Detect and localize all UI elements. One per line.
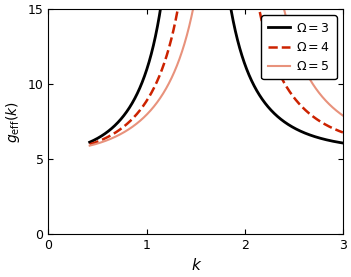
$\Omega = 4$ (333, 128, 338, 131)
$\Omega = 3$ (341, 141, 345, 145)
Y-axis label: $g_{\mathrm{eff}}(k)$: $g_{\mathrm{eff}}(k)$ (4, 101, 22, 143)
$\Omega = 3$ (333, 140, 338, 143)
$\Omega = 3$ (287, 124, 291, 127)
Line: $\Omega = 4$: $\Omega = 4$ (90, 0, 343, 144)
$\Omega = 4$ (333, 128, 338, 131)
$\Omega = 4$ (341, 131, 345, 134)
$\Omega = 4$ (100, 138, 105, 141)
$\Omega = 5$ (100, 140, 105, 143)
$\Omega = 3$ (333, 140, 338, 143)
$\Omega = 3$ (87, 140, 92, 144)
$\Omega = 5$ (287, 27, 291, 31)
Line: $\Omega = 3$: $\Omega = 3$ (90, 0, 343, 143)
$\Omega = 5$ (333, 108, 338, 112)
Legend: $\Omega = 3$, $\Omega = 4$, $\Omega = 5$: $\Omega = 3$, $\Omega = 4$, $\Omega = 5$ (261, 16, 337, 79)
Line: $\Omega = 5$: $\Omega = 5$ (90, 0, 343, 146)
$\Omega = 3$ (100, 134, 105, 137)
$\Omega = 5$ (341, 114, 345, 117)
$\Omega = 4$ (87, 143, 92, 146)
$\Omega = 5$ (87, 144, 92, 147)
X-axis label: k: k (191, 258, 200, 273)
$\Omega = 4$ (287, 89, 291, 93)
$\Omega = 5$ (333, 108, 338, 112)
